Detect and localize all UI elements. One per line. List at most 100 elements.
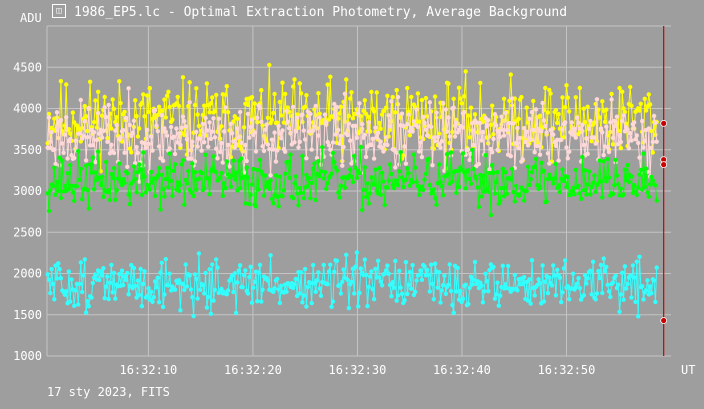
data-point (406, 282, 411, 287)
data-point (188, 190, 194, 195)
data-point (553, 108, 559, 113)
data-point (241, 125, 247, 130)
data-point (54, 276, 60, 281)
data-point (582, 168, 588, 173)
data-point (98, 182, 103, 188)
data-point (208, 311, 214, 316)
data-point (54, 110, 60, 115)
y-tick-label: 4500 (13, 60, 42, 74)
data-point (313, 289, 318, 294)
data-point (458, 96, 463, 101)
data-point (491, 170, 496, 175)
data-point (306, 175, 312, 181)
data-point (77, 177, 82, 182)
y-tick-label: 2500 (13, 225, 42, 239)
data-point (87, 79, 93, 85)
data-point (361, 187, 366, 192)
data-point (137, 162, 142, 167)
data-point (421, 114, 426, 120)
data-point (263, 127, 268, 132)
data-point (601, 152, 606, 158)
data-point (280, 194, 285, 199)
data-point (256, 187, 261, 192)
data-point (494, 180, 499, 185)
data-point (53, 128, 58, 133)
data-point (244, 165, 249, 170)
data-point (203, 152, 208, 157)
data-point (257, 157, 263, 163)
data-point (276, 123, 281, 129)
data-point (521, 198, 527, 203)
data-point (395, 183, 401, 188)
data-point (126, 86, 131, 91)
data-point (225, 109, 231, 115)
data-point (48, 290, 53, 296)
data-point (139, 304, 145, 309)
data-point (247, 135, 252, 140)
x-axis-ticks: 16:32:10 16:32:20 16:32:30 16:32:40 16:32:50 (119, 363, 595, 377)
data-point (597, 115, 602, 120)
data-point (491, 136, 496, 142)
data-point (544, 130, 549, 135)
data-point (78, 166, 84, 171)
data-point (507, 120, 512, 126)
data-point (328, 147, 333, 152)
data-point (194, 86, 199, 91)
data-point (203, 115, 208, 121)
data-point (149, 289, 154, 294)
data-point (346, 305, 352, 311)
data-point (387, 127, 393, 132)
data-point (196, 123, 202, 129)
data-point (349, 174, 354, 179)
app-logo-icon[interactable]: ◫ (52, 4, 66, 18)
data-point (547, 275, 552, 280)
data-point (490, 162, 495, 168)
data-point (317, 111, 322, 117)
data-point (233, 310, 239, 316)
data-point (45, 272, 50, 277)
data-point (305, 184, 310, 189)
data-point (154, 123, 159, 128)
data-point (415, 91, 421, 96)
data-point (180, 158, 186, 163)
data-point (540, 100, 545, 106)
data-point (318, 169, 324, 174)
data-point (46, 208, 52, 214)
data-point (401, 153, 406, 158)
data-point (271, 110, 276, 116)
data-point (466, 147, 471, 152)
data-point (66, 127, 72, 132)
time-cursor[interactable] (660, 26, 668, 356)
data-point (118, 100, 123, 106)
data-point (570, 132, 576, 137)
data-point (431, 297, 436, 302)
data-point (500, 263, 505, 268)
data-point (146, 109, 151, 115)
data-point (605, 282, 610, 287)
data-point (369, 89, 374, 95)
data-point (293, 174, 298, 179)
data-point (640, 118, 645, 124)
data-point (629, 138, 634, 143)
data-point (125, 171, 130, 176)
data-point (89, 295, 94, 300)
data-point (601, 159, 606, 164)
data-point (249, 300, 255, 305)
x-tick-label: 16:32:50 (538, 363, 596, 377)
data-point (471, 166, 476, 172)
data-point (94, 125, 100, 130)
data-point (279, 283, 284, 288)
data-point (606, 175, 612, 180)
data-point (572, 192, 577, 197)
data-point (283, 149, 288, 154)
data-point (178, 182, 183, 188)
data-point (302, 266, 308, 272)
data-point (310, 166, 316, 171)
series-3 (45, 144, 659, 218)
data-point (490, 150, 495, 155)
data-point (162, 292, 167, 297)
data-point (106, 102, 111, 108)
data-point (187, 273, 192, 278)
data-point (310, 262, 316, 268)
